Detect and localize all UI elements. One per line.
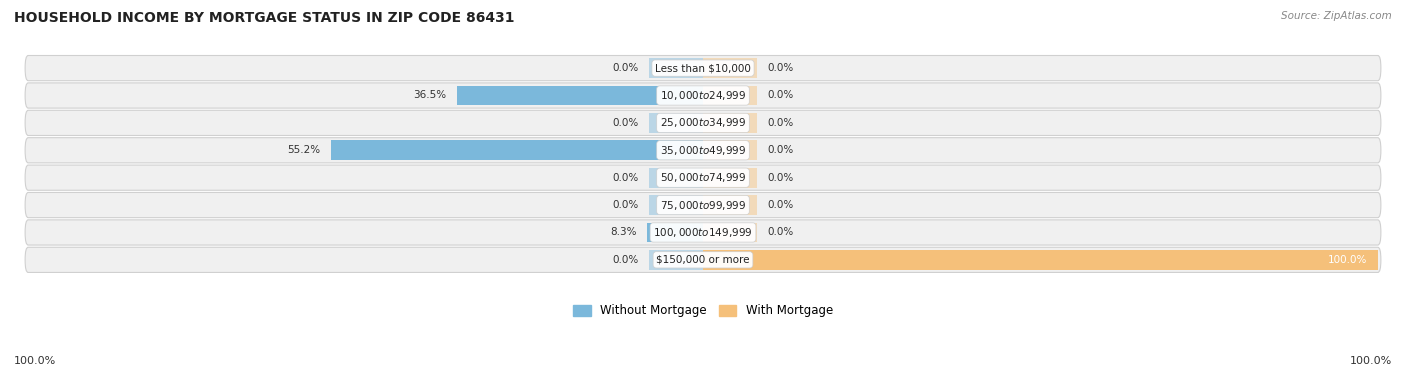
Text: Source: ZipAtlas.com: Source: ZipAtlas.com bbox=[1281, 11, 1392, 21]
Text: 100.0%: 100.0% bbox=[1350, 356, 1392, 366]
Bar bbox=[703, 168, 756, 187]
Text: 0.0%: 0.0% bbox=[768, 200, 793, 210]
Text: 0.0%: 0.0% bbox=[768, 118, 793, 128]
Bar bbox=[457, 86, 703, 105]
Text: 100.0%: 100.0% bbox=[1329, 255, 1368, 265]
Bar bbox=[647, 222, 703, 242]
Text: 8.3%: 8.3% bbox=[610, 227, 637, 238]
Text: 100.0%: 100.0% bbox=[14, 356, 56, 366]
Text: 0.0%: 0.0% bbox=[768, 145, 793, 155]
FancyBboxPatch shape bbox=[25, 83, 1381, 108]
FancyBboxPatch shape bbox=[25, 110, 1381, 135]
Text: $25,000 to $34,999: $25,000 to $34,999 bbox=[659, 116, 747, 129]
FancyBboxPatch shape bbox=[25, 138, 1381, 163]
Text: $75,000 to $99,999: $75,000 to $99,999 bbox=[659, 199, 747, 211]
Bar bbox=[703, 58, 756, 78]
FancyBboxPatch shape bbox=[25, 165, 1381, 190]
Text: $10,000 to $24,999: $10,000 to $24,999 bbox=[659, 89, 747, 102]
Bar bbox=[650, 168, 703, 187]
Text: 0.0%: 0.0% bbox=[613, 63, 638, 73]
Bar bbox=[650, 250, 703, 270]
Text: $100,000 to $149,999: $100,000 to $149,999 bbox=[654, 226, 752, 239]
Bar bbox=[703, 250, 1378, 270]
Bar bbox=[330, 140, 703, 160]
Text: Less than $10,000: Less than $10,000 bbox=[655, 63, 751, 73]
Text: $50,000 to $74,999: $50,000 to $74,999 bbox=[659, 171, 747, 184]
FancyBboxPatch shape bbox=[25, 55, 1381, 81]
Text: 0.0%: 0.0% bbox=[768, 90, 793, 101]
Text: 0.0%: 0.0% bbox=[768, 173, 793, 183]
Bar bbox=[650, 195, 703, 215]
Text: 0.0%: 0.0% bbox=[613, 255, 638, 265]
FancyBboxPatch shape bbox=[25, 193, 1381, 218]
Bar bbox=[703, 86, 756, 105]
Text: $35,000 to $49,999: $35,000 to $49,999 bbox=[659, 144, 747, 157]
Text: HOUSEHOLD INCOME BY MORTGAGE STATUS IN ZIP CODE 86431: HOUSEHOLD INCOME BY MORTGAGE STATUS IN Z… bbox=[14, 11, 515, 25]
Text: 0.0%: 0.0% bbox=[768, 63, 793, 73]
Legend: Without Mortgage, With Mortgage: Without Mortgage, With Mortgage bbox=[568, 300, 838, 322]
Bar bbox=[703, 222, 756, 242]
Bar bbox=[650, 58, 703, 78]
Bar bbox=[703, 140, 756, 160]
Text: $150,000 or more: $150,000 or more bbox=[657, 255, 749, 265]
Bar bbox=[650, 113, 703, 133]
Text: 0.0%: 0.0% bbox=[613, 173, 638, 183]
Text: 36.5%: 36.5% bbox=[413, 90, 447, 101]
FancyBboxPatch shape bbox=[25, 220, 1381, 245]
Text: 0.0%: 0.0% bbox=[613, 200, 638, 210]
Text: 55.2%: 55.2% bbox=[287, 145, 321, 155]
Bar bbox=[703, 113, 756, 133]
Text: 0.0%: 0.0% bbox=[768, 227, 793, 238]
FancyBboxPatch shape bbox=[25, 247, 1381, 273]
Bar bbox=[703, 195, 756, 215]
Text: 0.0%: 0.0% bbox=[613, 118, 638, 128]
